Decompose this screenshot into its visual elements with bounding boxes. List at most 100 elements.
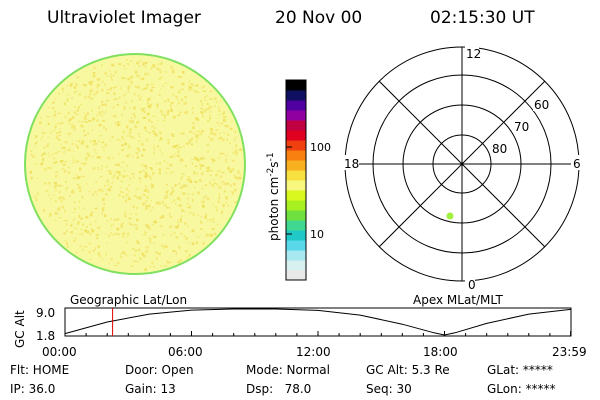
- speckle: [222, 204, 226, 207]
- speckle: [90, 140, 92, 143]
- speckle: [126, 154, 130, 158]
- speckle: [234, 130, 237, 134]
- speckle: [207, 170, 210, 172]
- speckle: [138, 86, 140, 89]
- altitude-ymin-label: 1.8: [36, 329, 55, 343]
- colorbar: 100 10 photon cm-2s-1: [266, 79, 331, 281]
- speckle: [74, 91, 76, 94]
- speckle: [76, 251, 78, 254]
- speckle: [75, 160, 79, 163]
- speckle: [186, 203, 189, 205]
- speckle: [234, 176, 237, 179]
- speckle: [49, 167, 52, 169]
- speckle: [146, 138, 148, 142]
- speckle: [204, 96, 206, 99]
- speckle: [82, 248, 84, 251]
- speckle: [99, 113, 101, 115]
- speckle: [223, 190, 226, 193]
- speckle: [58, 206, 61, 210]
- speckle: [80, 217, 83, 220]
- speckle: [126, 165, 128, 167]
- speckle: [65, 188, 68, 191]
- speckle: [239, 176, 242, 180]
- speckle: [107, 157, 111, 160]
- speckle: [179, 218, 182, 221]
- speckle: [97, 252, 101, 256]
- speckle: [194, 180, 198, 183]
- speckle: [91, 155, 94, 157]
- speckle: [190, 143, 193, 146]
- speckle: [62, 197, 66, 200]
- speckle: [97, 158, 100, 159]
- speckle: [209, 174, 213, 177]
- speckle: [72, 125, 76, 128]
- speckle: [113, 219, 116, 221]
- speckle: [162, 234, 165, 236]
- speckle: [122, 222, 124, 225]
- speckle: [122, 132, 125, 134]
- speckle: [220, 122, 224, 125]
- speckle: [106, 179, 109, 183]
- speckle: [135, 240, 139, 242]
- speckle: [200, 228, 203, 231]
- speckle: [173, 232, 176, 234]
- speckle: [196, 172, 198, 176]
- speckle: [102, 198, 105, 201]
- speckle: [137, 249, 141, 251]
- speckle: [83, 112, 85, 114]
- speckle: [95, 153, 98, 155]
- speckle: [98, 123, 102, 127]
- speckle: [47, 122, 50, 125]
- speckle: [214, 206, 218, 208]
- speckle: [144, 175, 148, 178]
- speckle: [50, 154, 54, 156]
- speckle: [100, 176, 103, 178]
- speckle: [215, 183, 219, 185]
- speckle: [230, 184, 232, 187]
- speckle: [136, 147, 139, 150]
- speckle: [73, 201, 76, 204]
- speckle: [101, 104, 105, 106]
- speckle: [209, 181, 212, 185]
- speckle: [129, 131, 131, 135]
- speckle: [34, 195, 37, 198]
- speckle: [54, 184, 57, 187]
- speckle: [122, 195, 125, 199]
- speckle: [58, 196, 62, 200]
- speckle: [142, 202, 145, 206]
- speckle: [143, 254, 146, 258]
- speckle: [72, 161, 75, 164]
- speckle: [123, 107, 126, 109]
- speckle: [92, 250, 95, 252]
- speckle: [70, 82, 73, 86]
- speckle: [177, 114, 181, 117]
- speckle: [76, 140, 78, 142]
- speckle: [237, 176, 240, 180]
- speckle: [104, 143, 107, 147]
- speckle: [77, 105, 80, 109]
- speckle: [174, 184, 178, 186]
- speckle: [167, 113, 169, 116]
- speckle: [135, 227, 138, 230]
- speckle: [185, 237, 188, 240]
- speckle: [212, 184, 214, 187]
- speckle: [71, 143, 74, 145]
- speckle: [98, 189, 100, 192]
- speckle: [85, 121, 89, 123]
- speckle: [78, 186, 81, 189]
- speckle: [201, 173, 204, 175]
- speckle: [193, 171, 195, 173]
- speckle: [146, 187, 148, 189]
- speckle: [120, 140, 122, 142]
- speckle: [89, 223, 92, 225]
- speckle: [121, 136, 123, 139]
- speckle: [52, 101, 55, 104]
- speckle: [126, 187, 128, 191]
- speckle: [233, 139, 236, 141]
- speckle: [152, 207, 154, 209]
- speckle: [120, 255, 123, 259]
- xtick-2359: 23:59: [552, 345, 587, 359]
- speckle: [40, 117, 43, 119]
- speckle: [214, 97, 217, 100]
- speckle: [157, 120, 159, 122]
